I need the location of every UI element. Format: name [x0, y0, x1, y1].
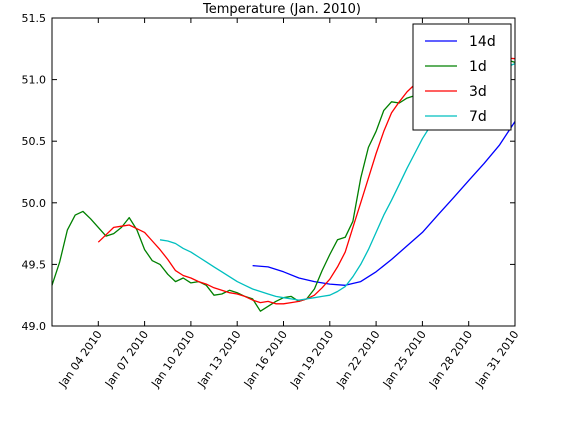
chart-title: Temperature (Jan. 2010) — [202, 2, 361, 17]
series-line-14d — [252, 121, 516, 286]
legend-label-1d: 1d — [469, 59, 487, 75]
legend-box — [412, 23, 512, 131]
legend-label-3d: 3d — [469, 84, 487, 100]
y-tick-label: 50.0 — [22, 197, 47, 210]
y-tick-label: 50.5 — [22, 135, 47, 148]
legend: 14d 1d 3d 7d — [412, 23, 512, 131]
y-axis: 49.0 49.5 50.0 50.5 51.0 51.5 — [22, 12, 515, 333]
y-tick-label: 49.0 — [22, 320, 47, 333]
legend-label-7d: 7d — [469, 109, 487, 125]
y-tick-label: 51.0 — [22, 74, 47, 87]
legend-label-14d: 14d — [469, 34, 496, 50]
series-layer — [51, 56, 516, 312]
y-tick-label: 51.5 — [22, 12, 47, 25]
series-line-3d — [97, 56, 516, 305]
y-tick-label: 49.5 — [22, 258, 47, 271]
